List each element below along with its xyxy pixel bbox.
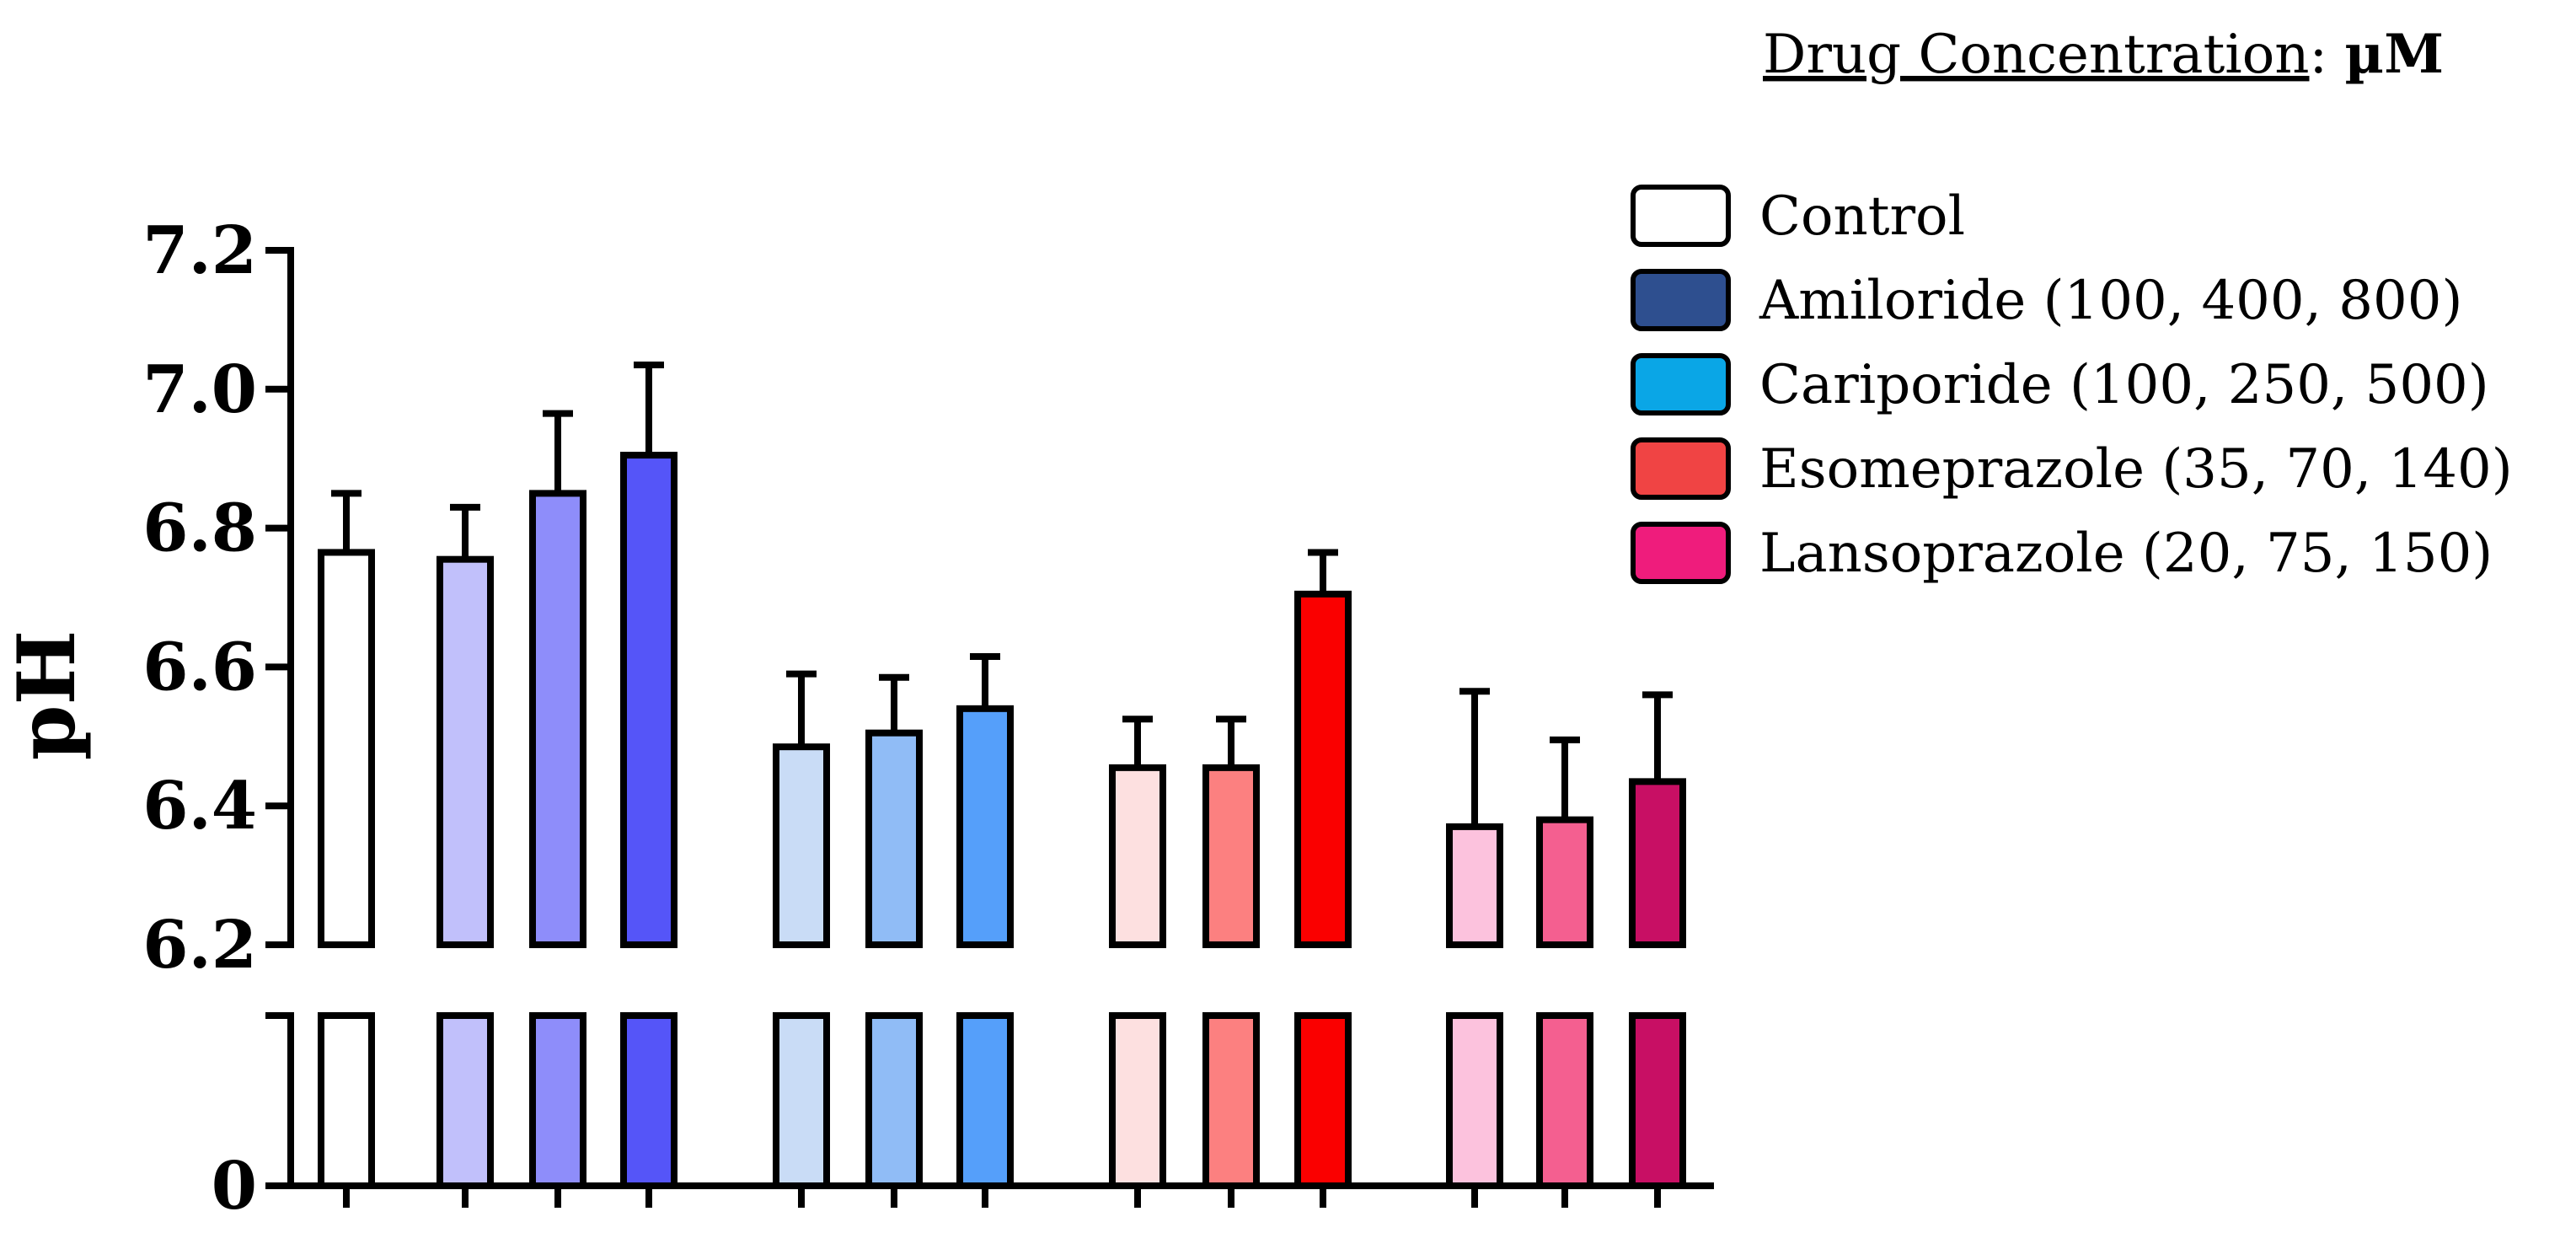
legend-label: Control: [1759, 185, 1965, 248]
y-tick-label: 6.6: [142, 629, 257, 705]
bar-lower: [1109, 1012, 1166, 1189]
bar-lower: [1294, 1012, 1352, 1189]
legend-swatch: [1631, 522, 1731, 584]
legend-label: Lansoprazole (20, 75, 150): [1759, 523, 2493, 585]
bar-upper: [1446, 823, 1503, 948]
y-tick-label: 6.4: [142, 768, 257, 844]
legend-label: Amiloride (100, 400, 800): [1759, 270, 2462, 332]
bar-lower: [1202, 1012, 1260, 1189]
bar-upper: [620, 452, 677, 948]
error-bars: [331, 361, 1673, 827]
legend: Drug Concentration: µM Control Amiloride (…: [1631, 23, 2513, 585]
bar-upper: [1629, 778, 1686, 948]
bar-lower: [1629, 1012, 1686, 1189]
legend-title-unit: µM: [2344, 23, 2444, 86]
legend-swatch: [1631, 269, 1731, 331]
legend-swatch: [1631, 437, 1731, 500]
y-axis-label: pH: [1, 630, 94, 761]
bar-lower: [1536, 1012, 1593, 1189]
legend-label: Esomeprazole (35, 70, 140): [1759, 438, 2513, 501]
legend-label: Cariporide (100, 250, 500): [1759, 354, 2489, 416]
x-axis: [343, 1186, 1661, 1208]
bar-lower: [956, 1012, 1014, 1189]
bar-upper: [529, 490, 586, 948]
legend-swatch: [1631, 353, 1731, 415]
bar-upper: [436, 555, 494, 948]
y-tick-label: 7.2: [142, 212, 257, 289]
bar-upper: [318, 549, 375, 948]
legend-title-sep: :: [2310, 24, 2345, 86]
bar-upper: [956, 705, 1014, 949]
bar-upper: [1202, 764, 1260, 948]
y-tick-label: 6.2: [142, 907, 257, 984]
bar-lower: [318, 1012, 375, 1189]
bar-lower: [773, 1012, 830, 1189]
bar-upper: [1536, 816, 1593, 948]
legend-swatch: [1631, 185, 1731, 247]
bar-upper: [865, 729, 923, 948]
bar-lower: [620, 1012, 677, 1189]
y-tick-label-zero: 0: [212, 1148, 257, 1225]
bars: [318, 452, 1686, 1189]
bar-lower: [865, 1012, 923, 1189]
legend-title-prefix: Drug Concentration: [1763, 24, 2310, 86]
bar-lower: [436, 1012, 494, 1189]
y-tick-label: 7.0: [142, 351, 257, 428]
legend-title: Drug Concentration: µM: [1763, 23, 2444, 86]
bar-upper: [1294, 590, 1352, 948]
y-tick-label: 6.8: [142, 491, 257, 567]
bar-upper: [1109, 764, 1166, 948]
bar-upper: [773, 743, 830, 948]
bar-lower: [1446, 1012, 1503, 1189]
bar-lower: [529, 1012, 586, 1189]
